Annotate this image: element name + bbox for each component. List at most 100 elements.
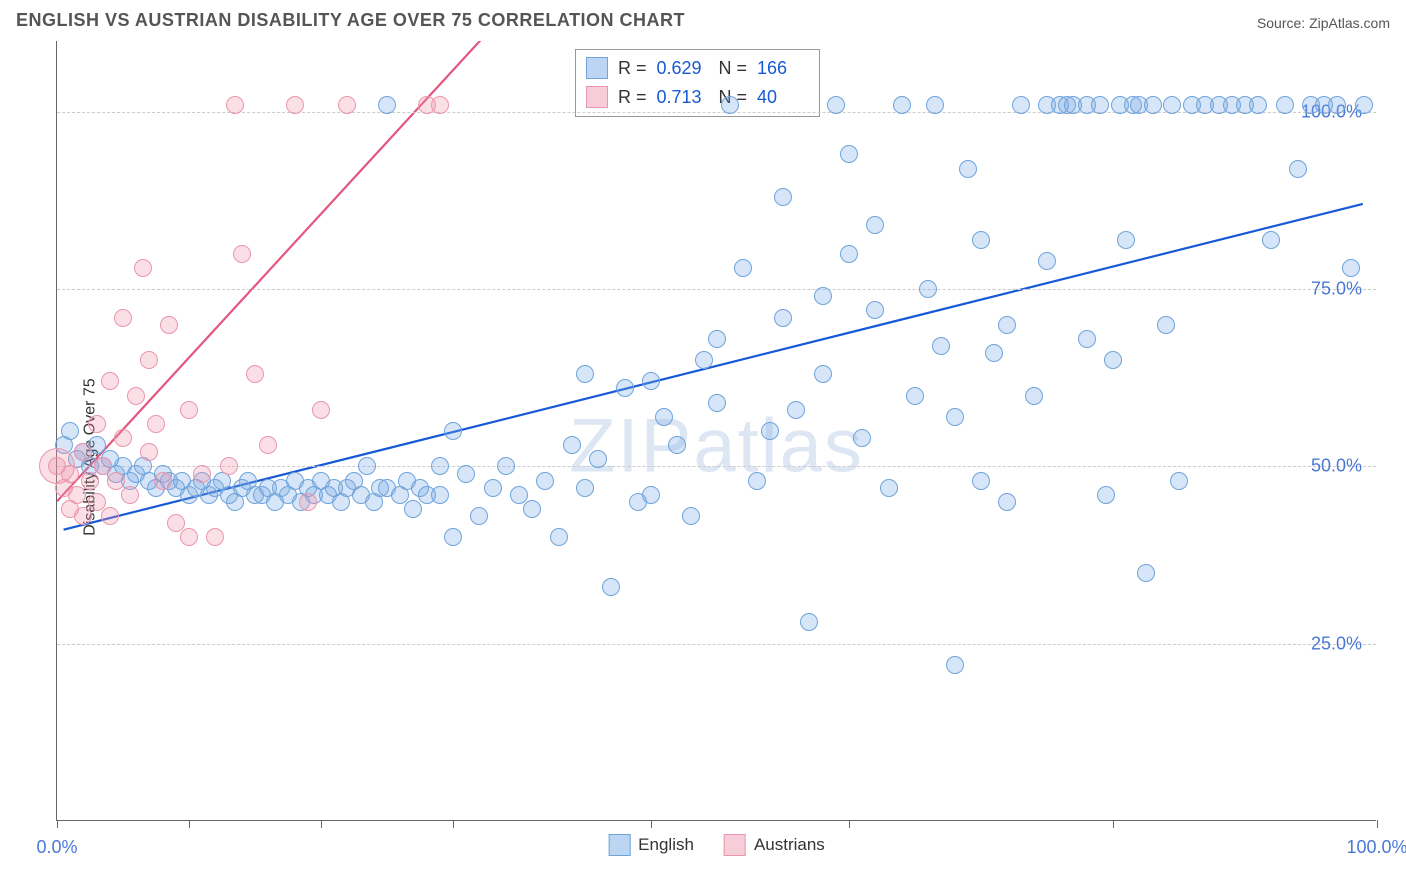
source-credit: Source: ZipAtlas.com	[1257, 15, 1390, 31]
y-tick-label: 75.0%	[1311, 279, 1362, 300]
scatter-point	[470, 507, 488, 525]
scatter-point	[827, 96, 845, 114]
legend: English Austrians	[608, 834, 825, 856]
stat-r-label: R =	[618, 83, 647, 112]
scatter-point	[114, 429, 132, 447]
scatter-point	[431, 96, 449, 114]
x-tick	[321, 820, 322, 828]
scatter-point	[853, 429, 871, 447]
scatter-point	[233, 245, 251, 263]
scatter-point	[748, 472, 766, 490]
scatter-point	[642, 372, 660, 390]
scatter-point	[358, 457, 376, 475]
scatter-point	[972, 231, 990, 249]
scatter-point	[787, 401, 805, 419]
scatter-point	[1097, 486, 1115, 504]
scatter-point	[866, 216, 884, 234]
scatter-point	[444, 528, 462, 546]
scatter-point	[338, 96, 356, 114]
x-tick	[849, 820, 850, 828]
scatter-point	[510, 486, 528, 504]
stat-n-value: 166	[757, 54, 809, 83]
scatter-point	[121, 486, 139, 504]
scatter-point	[180, 401, 198, 419]
scatter-point	[576, 365, 594, 383]
scatter-point	[1078, 330, 1096, 348]
scatter-point	[259, 436, 277, 454]
scatter-point	[926, 96, 944, 114]
scatter-point-cluster	[39, 448, 75, 484]
scatter-point	[114, 309, 132, 327]
scatter-point	[536, 472, 554, 490]
scatter-point	[932, 337, 950, 355]
scatter-point	[497, 457, 515, 475]
scatter-point	[180, 528, 198, 546]
scatter-point	[457, 465, 475, 483]
scatter-point	[220, 457, 238, 475]
scatter-point	[107, 472, 125, 490]
scatter-point	[866, 301, 884, 319]
scatter-point	[1038, 252, 1056, 270]
scatter-point	[1328, 96, 1346, 114]
series-swatch	[586, 57, 608, 79]
scatter-point	[404, 500, 422, 518]
watermark: ZIPatlas	[569, 403, 864, 490]
scatter-point	[444, 422, 462, 440]
scatter-point	[761, 422, 779, 440]
scatter-point	[312, 401, 330, 419]
scatter-point	[286, 96, 304, 114]
scatter-point	[1170, 472, 1188, 490]
scatter-point	[906, 387, 924, 405]
scatter-point	[147, 415, 165, 433]
scatter-point	[708, 330, 726, 348]
x-tick-label: 100.0%	[1346, 837, 1406, 858]
legend-label: English	[638, 835, 694, 855]
scatter-point	[299, 493, 317, 511]
scatter-point	[1104, 351, 1122, 369]
source-prefix: Source:	[1257, 15, 1309, 31]
scatter-point	[840, 245, 858, 263]
scatter-point	[682, 507, 700, 525]
scatter-point	[550, 528, 568, 546]
scatter-point	[800, 613, 818, 631]
gridline	[57, 112, 1376, 113]
scatter-point	[431, 486, 449, 504]
scatter-point	[814, 287, 832, 305]
scatter-point	[160, 316, 178, 334]
scatter-point	[616, 379, 634, 397]
scatter-point	[655, 408, 673, 426]
scatter-point	[1157, 316, 1175, 334]
trend-lines-svg	[57, 41, 1376, 820]
scatter-point	[1249, 96, 1267, 114]
scatter-point	[1137, 564, 1155, 582]
x-tick	[1377, 820, 1378, 828]
scatter-point	[589, 450, 607, 468]
y-tick-label: 25.0%	[1311, 633, 1362, 654]
scatter-point	[1163, 96, 1181, 114]
legend-item: English	[608, 834, 694, 856]
x-tick	[189, 820, 190, 828]
scatter-point	[68, 486, 86, 504]
scatter-point	[642, 486, 660, 504]
scatter-point	[602, 578, 620, 596]
source-link[interactable]: ZipAtlas.com	[1309, 15, 1390, 31]
legend-label: Austrians	[754, 835, 825, 855]
scatter-point	[774, 188, 792, 206]
gridline	[57, 466, 1376, 467]
scatter-point	[668, 436, 686, 454]
x-tick	[651, 820, 652, 828]
scatter-point	[1012, 96, 1030, 114]
scatter-point	[61, 422, 79, 440]
stat-n-value: 40	[757, 83, 809, 112]
scatter-point	[985, 344, 1003, 362]
stats-box: R =0.629N =166R =0.713N =40	[575, 49, 820, 117]
scatter-point	[946, 408, 964, 426]
stats-row: R =0.713N =40	[586, 83, 809, 112]
scatter-point	[695, 351, 713, 369]
scatter-point	[378, 96, 396, 114]
scatter-point	[88, 493, 106, 511]
scatter-point	[814, 365, 832, 383]
scatter-point	[1276, 96, 1294, 114]
legend-item: Austrians	[724, 834, 825, 856]
gridline	[57, 644, 1376, 645]
